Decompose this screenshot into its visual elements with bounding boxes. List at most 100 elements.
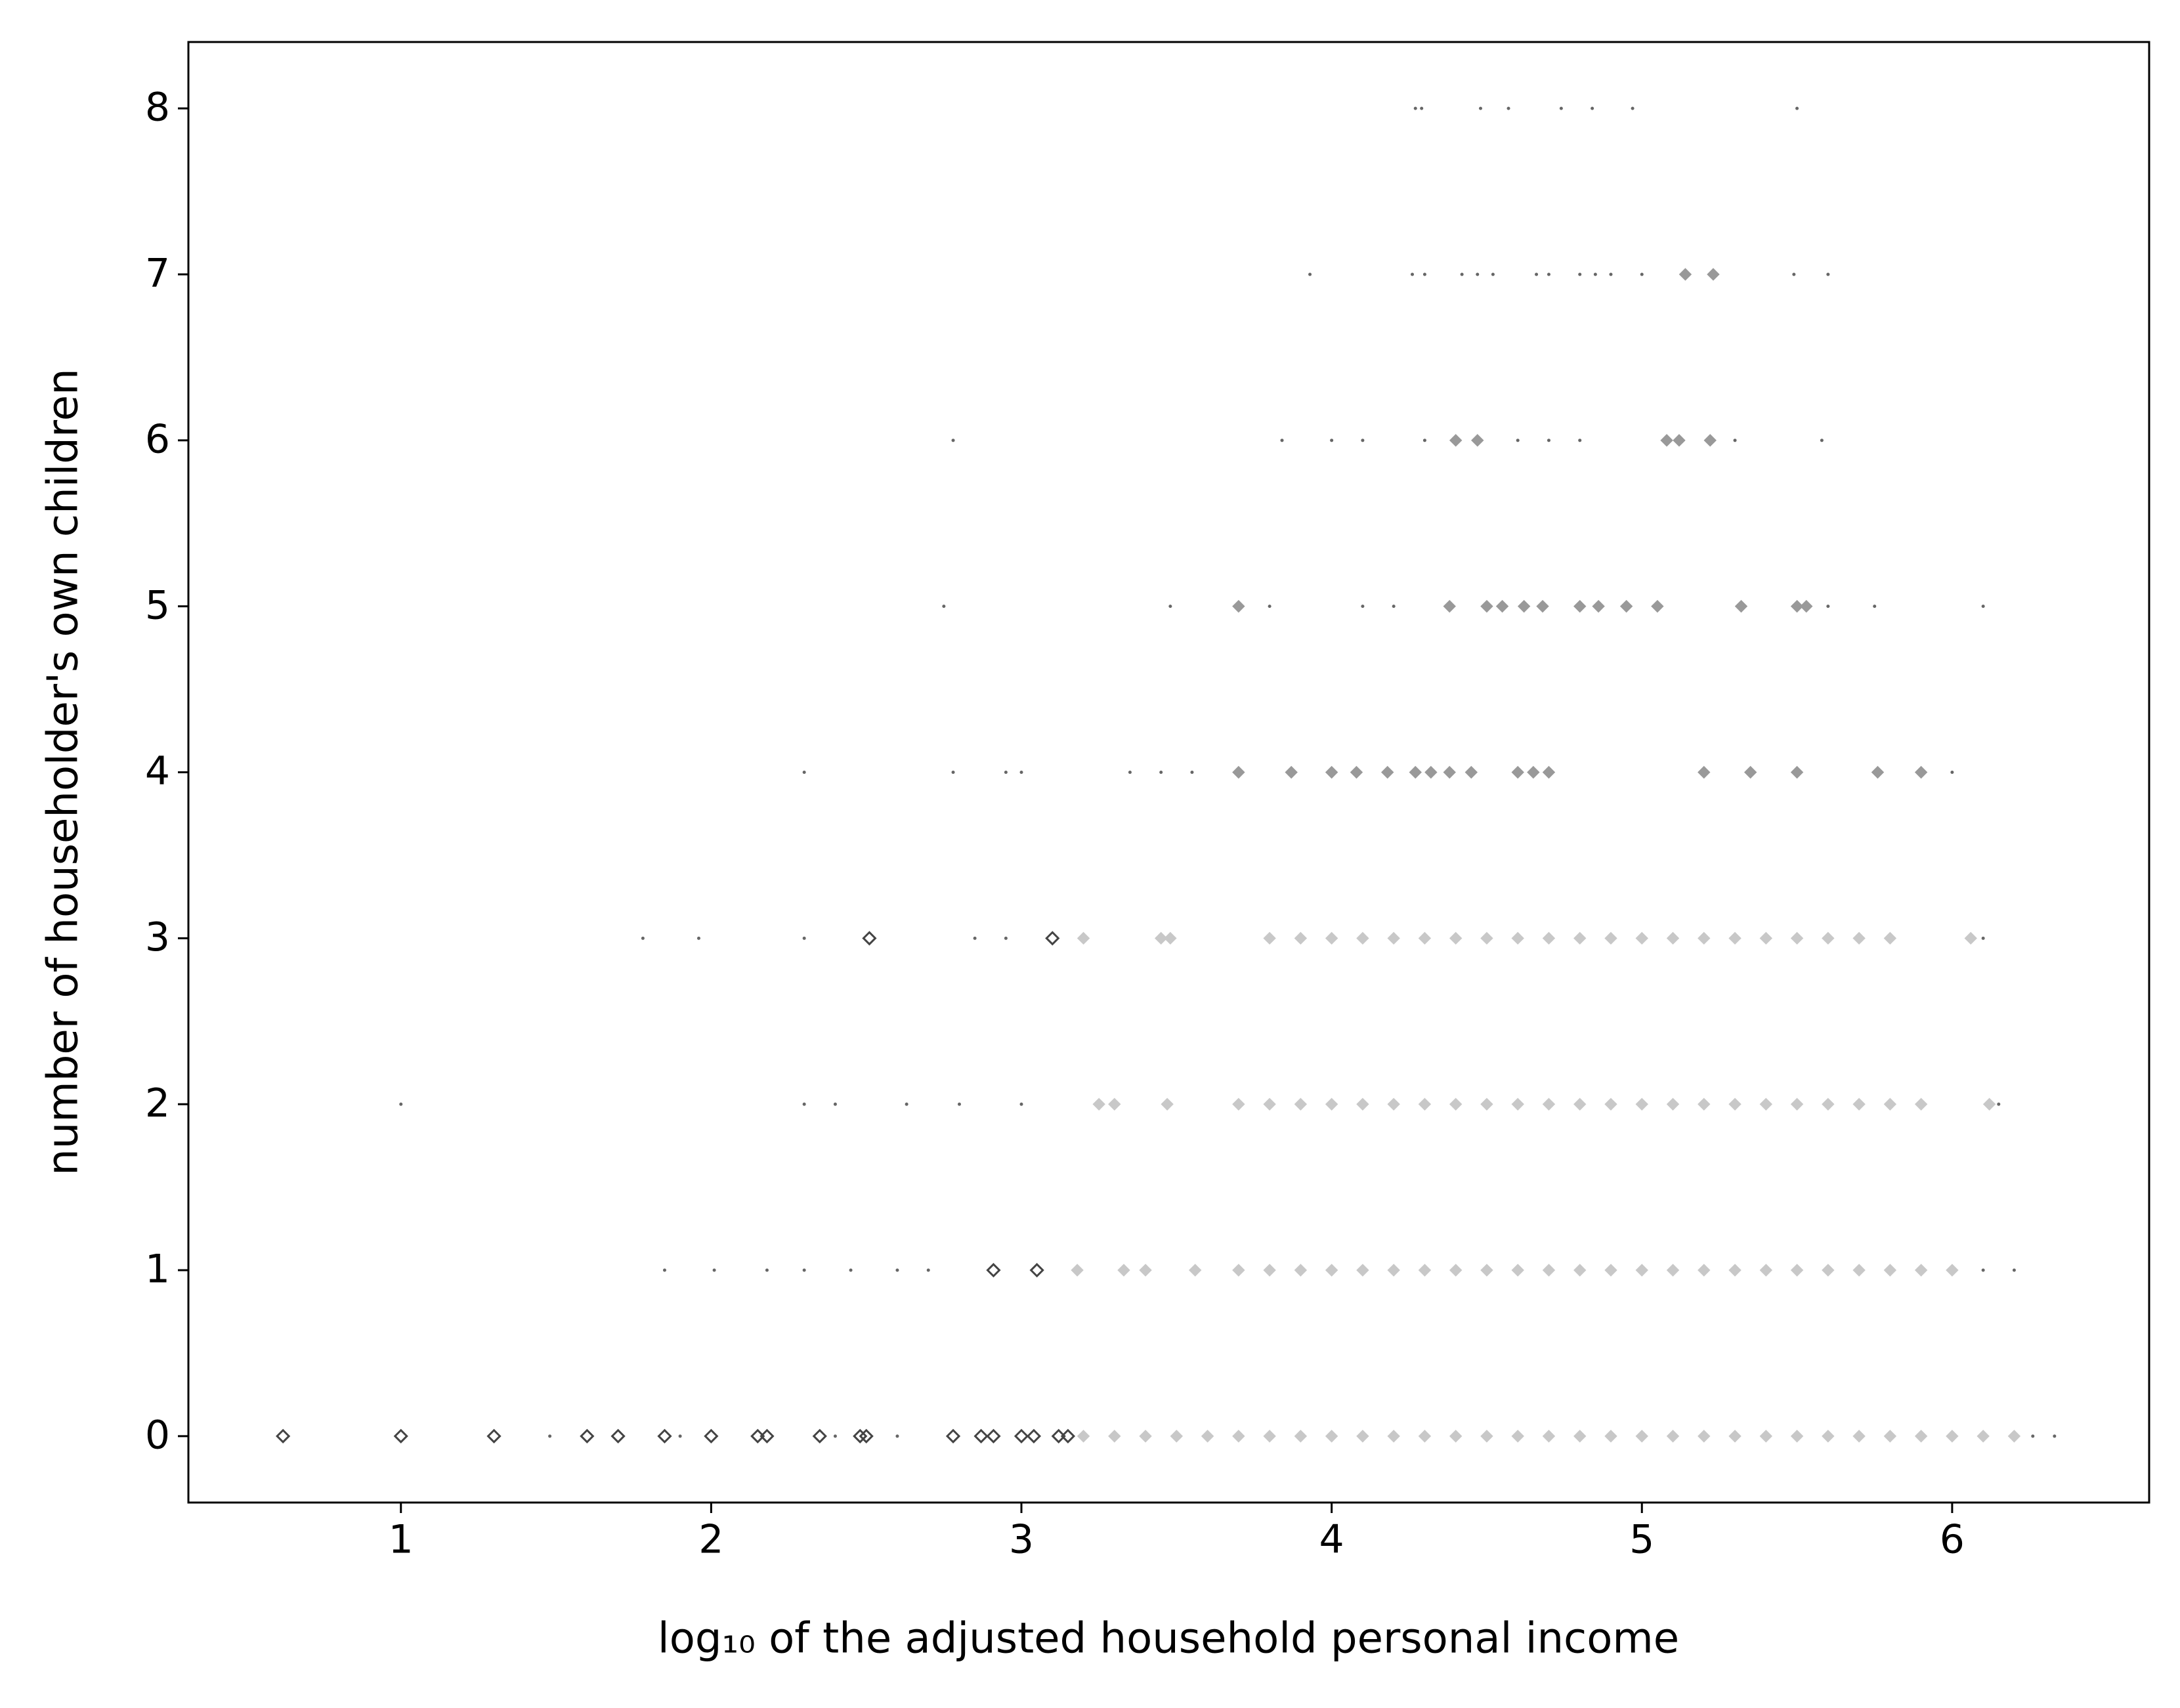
- point: [1527, 765, 1540, 779]
- point: [1542, 931, 1556, 945]
- point: [1491, 272, 1495, 276]
- point: [1511, 1430, 1524, 1443]
- point: [1495, 599, 1509, 613]
- point: [1168, 605, 1172, 608]
- point: [1822, 1264, 1835, 1277]
- point: [1728, 1264, 1742, 1277]
- point: [1139, 1430, 1152, 1443]
- point: [1409, 765, 1422, 779]
- point: [1997, 1102, 2001, 1106]
- point: [986, 1428, 1001, 1443]
- point: [712, 1268, 716, 1272]
- point: [1232, 1098, 1245, 1111]
- point: [1294, 1430, 1308, 1443]
- point: [1471, 434, 1484, 447]
- point: [1666, 931, 1680, 945]
- point: [1060, 1428, 1076, 1443]
- point: [1511, 765, 1524, 779]
- point: [1263, 1098, 1276, 1111]
- point: [1635, 1264, 1648, 1277]
- point: [862, 931, 877, 946]
- point: [1573, 1430, 1587, 1443]
- point: [1535, 272, 1539, 276]
- point: [1578, 272, 1582, 276]
- point: [1154, 931, 1168, 945]
- point: [942, 605, 946, 608]
- point: [1480, 1430, 1493, 1443]
- point: [812, 1428, 827, 1443]
- point: [1666, 1430, 1680, 1443]
- y-tick-label: 5: [145, 582, 170, 628]
- point: [1164, 931, 1177, 945]
- point: [1883, 1264, 1897, 1277]
- point: [1631, 106, 1635, 110]
- point: [1480, 1098, 1493, 1111]
- point: [1982, 1098, 1996, 1111]
- point: [1418, 1430, 1432, 1443]
- point: [1014, 1428, 1029, 1443]
- point: [951, 771, 955, 774]
- point: [1517, 599, 1531, 613]
- point: [1635, 931, 1648, 945]
- point: [1822, 1098, 1835, 1111]
- point: [2053, 1434, 2057, 1438]
- point: [1480, 599, 1493, 613]
- point: [1263, 931, 1276, 945]
- point: [1759, 931, 1773, 945]
- point: [1592, 599, 1605, 613]
- point: [1593, 272, 1597, 276]
- point: [802, 771, 806, 774]
- point: [1443, 599, 1456, 613]
- point: [1728, 1430, 1742, 1443]
- point: [1852, 931, 1866, 945]
- point: [1263, 1264, 1276, 1277]
- point: [1285, 765, 1298, 779]
- point: [1635, 1098, 1648, 1111]
- point: [1728, 931, 1742, 945]
- point: [1350, 765, 1363, 779]
- point: [1790, 1098, 1804, 1111]
- point: [1964, 931, 1977, 945]
- point: [1294, 931, 1308, 945]
- point: [1443, 765, 1456, 779]
- point: [1852, 1430, 1866, 1443]
- point: [1356, 1098, 1369, 1111]
- point: [1852, 1098, 1866, 1111]
- point: [1883, 931, 1897, 945]
- point: [1325, 765, 1338, 779]
- point: [1698, 1264, 1711, 1277]
- point: [704, 1428, 719, 1443]
- point: [1232, 599, 1245, 613]
- point: [1511, 931, 1524, 945]
- point: [2007, 1430, 2021, 1443]
- point: [1294, 1264, 1308, 1277]
- point: [802, 1268, 806, 1272]
- point: [802, 936, 806, 940]
- point: [1678, 268, 1692, 281]
- point: [1511, 1264, 1524, 1277]
- point: [1698, 1098, 1711, 1111]
- point: [2012, 1268, 2016, 1272]
- point: [1822, 1430, 1835, 1443]
- point: [1573, 1098, 1587, 1111]
- point: [1170, 1430, 1184, 1443]
- point: [765, 1268, 769, 1272]
- point: [926, 1268, 930, 1272]
- point: [1117, 1264, 1130, 1277]
- point: [1826, 605, 1830, 608]
- point: [1045, 931, 1060, 946]
- point: [1411, 272, 1415, 276]
- x-tick-label: 5: [1629, 1517, 1654, 1563]
- point: [1542, 1098, 1556, 1111]
- point: [1004, 936, 1008, 940]
- point: [1733, 438, 1737, 442]
- point: [610, 1428, 626, 1443]
- y-tick-label: 3: [145, 914, 170, 960]
- point: [1077, 1430, 1090, 1443]
- point: [1325, 1430, 1338, 1443]
- point: [1981, 936, 1985, 940]
- point: [1480, 931, 1493, 945]
- point: [1542, 1430, 1556, 1443]
- point: [973, 1428, 989, 1443]
